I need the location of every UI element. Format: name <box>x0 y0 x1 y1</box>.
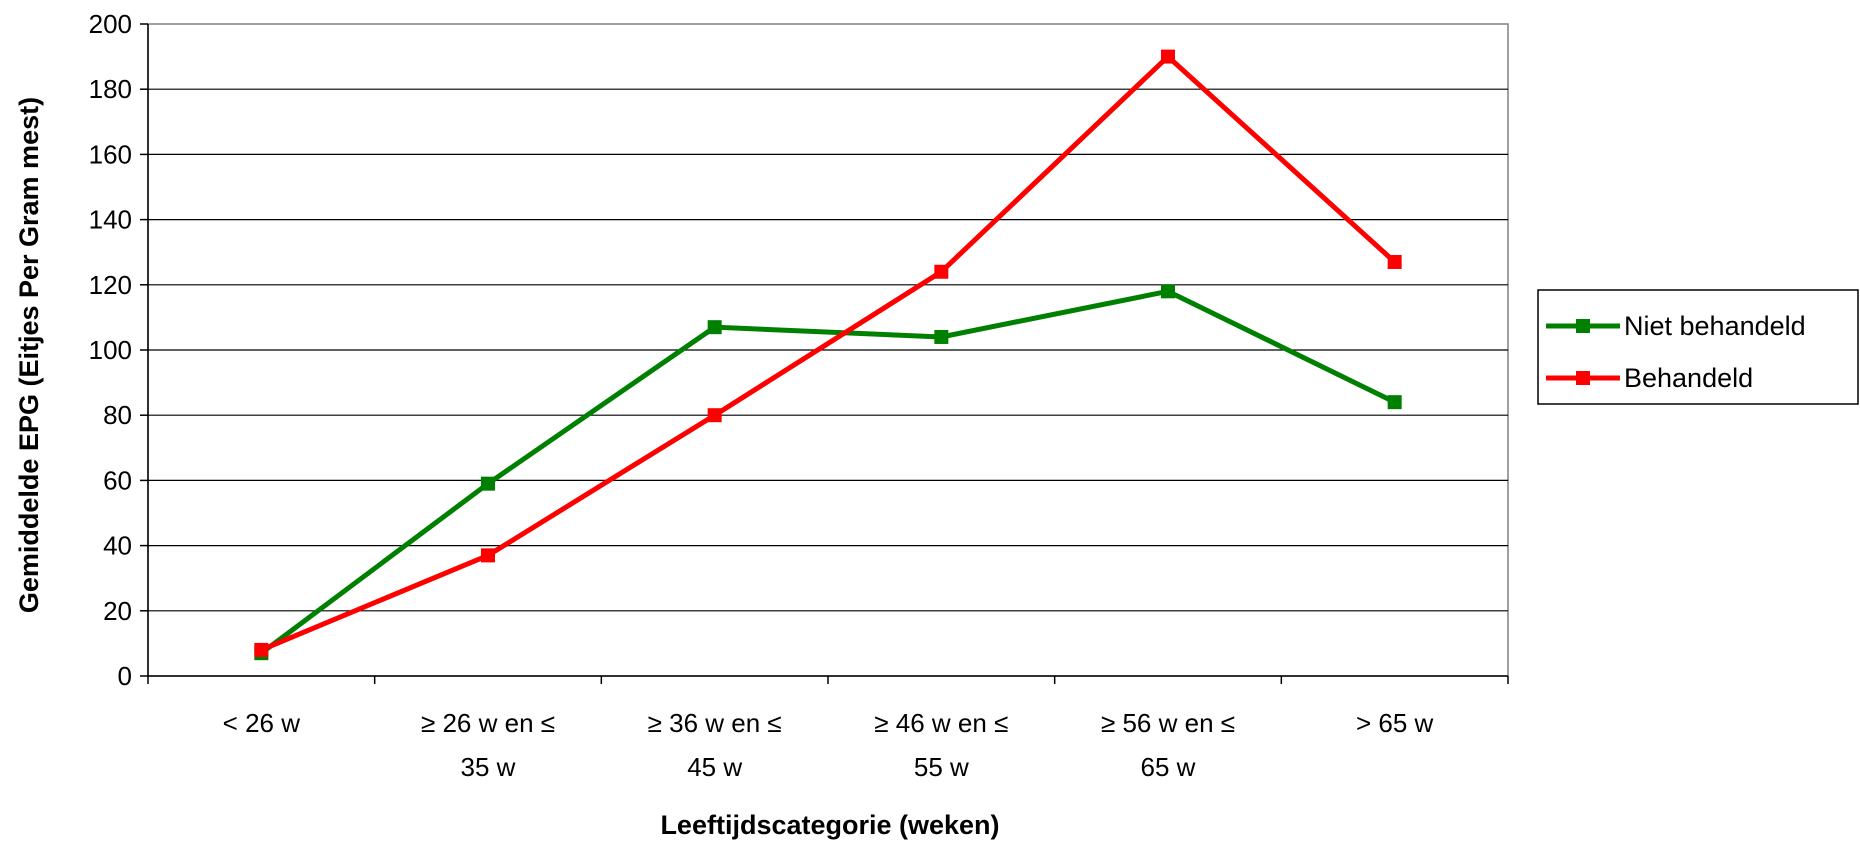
x-tick-label-line: 35 w <box>461 752 516 782</box>
x-tick-label: < 26 w <box>223 708 301 738</box>
data-point-marker <box>481 476 495 491</box>
data-point-marker <box>1161 284 1175 299</box>
x-tick-label: ≥ 36 w en ≤ 45 w <box>648 708 782 782</box>
x-tick-label-line: ≥ 56 w en ≤ <box>1101 708 1235 738</box>
series-group <box>254 49 1402 661</box>
legend-box <box>1537 289 1859 405</box>
y-tick-label: 100 <box>89 335 132 365</box>
y-tick-label: 20 <box>103 596 132 626</box>
y-tick-label: 0 <box>118 661 132 691</box>
x-tick-label: ≥ 46 w en ≤ 55 w <box>874 708 1008 782</box>
data-point-marker <box>1387 395 1402 410</box>
x-tick-label-line: > 65 w <box>1356 708 1434 738</box>
data-point-marker <box>707 408 722 423</box>
data-point-marker <box>934 264 949 279</box>
series-line-1 <box>260 53 1397 653</box>
legend-label: Behandeld <box>1624 363 1753 393</box>
x-axis-title: Leeftijdscategorie (weken) <box>660 810 999 840</box>
data-point-marker <box>707 320 722 335</box>
x-tick-label-line: ≥ 46 w en ≤ <box>874 708 1008 738</box>
y-tick-labels: 0 20 40 60 80 100 120 140 160 180 200 <box>89 9 132 691</box>
y-tick-label: 160 <box>89 139 132 169</box>
x-tick-label-line: ≥ 26 w en ≤ <box>421 708 555 738</box>
data-point-marker <box>254 642 269 657</box>
y-tick-label: 60 <box>103 465 132 495</box>
y-tick-label: 40 <box>103 531 132 561</box>
legend-label: Niet behandeld <box>1624 311 1806 341</box>
y-tick-label: 120 <box>89 270 132 300</box>
x-tick-label: > 65 w <box>1356 708 1434 738</box>
legend-swatch-marker <box>1576 371 1590 385</box>
axes <box>140 23 1509 684</box>
data-point-marker <box>1387 254 1402 269</box>
x-tick-label-line: 45 w <box>687 752 742 782</box>
y-axis-title: Gemiddelde EPG (Eitjes Per Gram mest) <box>14 97 44 613</box>
x-tick-label: ≥ 26 w en ≤ 35 w <box>421 708 555 782</box>
gridlines <box>147 23 1509 677</box>
x-tick-label-line: 55 w <box>914 752 969 782</box>
legend: Niet behandeld Behandeld <box>1537 289 1859 405</box>
x-tick-label: ≥ 56 w en ≤ 65 w <box>1101 708 1235 782</box>
y-tick-label: 200 <box>89 9 132 39</box>
data-point-marker <box>1161 49 1175 64</box>
data-point-marker <box>481 548 495 563</box>
x-tick-label-line: 65 w <box>1141 752 1196 782</box>
series-line-0 <box>259 288 1396 656</box>
legend-swatch-marker <box>1576 319 1590 333</box>
y-tick-label: 80 <box>103 400 132 430</box>
x-tick-labels: < 26 w ≥ 26 w en ≤ 35 w ≥ 36 w en ≤ 45 w ≥ 46… <box>223 708 1434 782</box>
y-tick-label: 140 <box>89 205 132 235</box>
x-tick-label-line: ≥ 36 w en ≤ <box>648 708 782 738</box>
x-tick-label-line: < 26 w <box>223 708 301 738</box>
data-point-marker <box>934 329 949 344</box>
y-tick-label: 180 <box>89 74 132 104</box>
